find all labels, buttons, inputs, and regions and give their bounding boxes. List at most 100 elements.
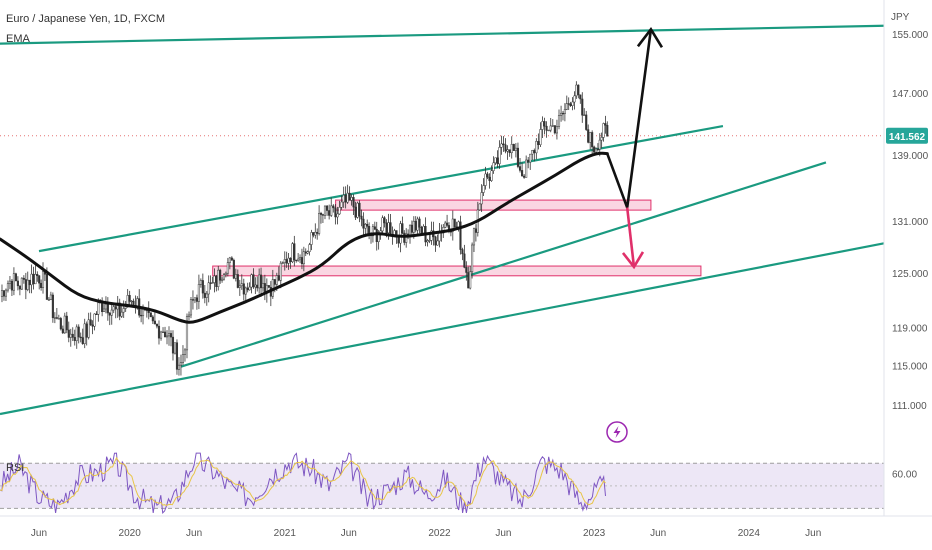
candle-body [604, 123, 607, 126]
candle-body [444, 222, 447, 228]
candle-body [224, 272, 227, 275]
candle-body [149, 312, 152, 318]
candle-body [312, 232, 315, 236]
candle-body [285, 259, 288, 264]
candle-body [171, 336, 175, 354]
trendline-1[interactable] [0, 24, 885, 45]
candle-body [120, 311, 123, 317]
candle-body [551, 125, 554, 127]
candle-body [191, 299, 195, 301]
candle-body [575, 84, 578, 97]
projection-down-arrow[interactable] [625, 207, 636, 268]
candle-body [122, 308, 125, 313]
candle-body [387, 222, 390, 234]
time-tick-label: 2023 [583, 528, 606, 539]
candle-body [523, 175, 526, 178]
candle-body [492, 162, 495, 171]
rsi-line[interactable] [0, 452, 606, 514]
candle-body [36, 274, 39, 276]
candle-body [217, 269, 220, 287]
ema-indicator-label[interactable]: EMA [6, 33, 31, 45]
candle-body [157, 325, 161, 339]
candle-body [20, 277, 23, 290]
support-zone-1[interactable] [335, 199, 652, 211]
candle-body [553, 125, 556, 134]
candle-body [600, 137, 603, 141]
candle-body [354, 206, 357, 218]
candle-body [297, 258, 300, 261]
rsi-label[interactable]: RSI [6, 462, 24, 474]
candle-body [228, 257, 231, 263]
rsi-pane[interactable] [0, 452, 884, 514]
time-scale[interactable]: Jun 2020 Jun 2021 Jun 2022 Jun 2023 Jun 2024 Jun [31, 528, 821, 539]
candle-body [323, 205, 327, 216]
candle-body [18, 285, 21, 290]
candle-body [385, 222, 388, 234]
candle-body [321, 214, 324, 216]
candle-body [494, 157, 497, 164]
candle-body [478, 203, 481, 211]
candle-body [362, 218, 365, 229]
candle-body [61, 328, 64, 334]
price-pane[interactable] [0, 24, 885, 416]
candle-body [383, 217, 386, 224]
candle-body [89, 319, 92, 326]
currency-label: JPY [891, 12, 910, 23]
candle-body [344, 194, 347, 203]
candle-body [364, 223, 367, 229]
ema-layer [0, 151, 609, 324]
candle-body [525, 159, 528, 178]
trendline-2[interactable] [38, 125, 724, 253]
candle-body [541, 121, 544, 130]
candle-body [79, 336, 82, 339]
candle-body [389, 222, 392, 235]
lightning-bolt-icon[interactable] [606, 421, 628, 443]
candle-body [175, 342, 179, 370]
candle-body [293, 243, 296, 261]
price-scale[interactable]: 111.000 115.000 119.000 125.000 131.000 139.0… [892, 30, 929, 481]
candle-body [500, 143, 503, 148]
projection-layer [606, 26, 664, 270]
trendline-3[interactable] [180, 161, 827, 368]
price-tick-label: 155.000 [892, 30, 929, 41]
candle-body [543, 121, 546, 127]
candle-body [342, 194, 345, 203]
candle-body [55, 317, 58, 319]
candle-body [340, 201, 343, 208]
support-zone-2[interactable] [212, 265, 702, 277]
candle-body [453, 218, 456, 228]
candle-body [318, 213, 321, 234]
candle-body [45, 274, 48, 300]
candle-body [401, 223, 404, 234]
trendline-4[interactable] [0, 242, 885, 416]
candle-body [302, 251, 305, 265]
candle-body [405, 233, 408, 243]
candle-body [195, 297, 198, 302]
candle-body [577, 84, 580, 96]
candle-body [151, 316, 154, 322]
trendlines-layer [0, 24, 885, 416]
candle-body [240, 283, 243, 287]
candle-body [221, 278, 224, 281]
candle-body [465, 267, 468, 273]
candle-body [516, 147, 520, 167]
candle-body [209, 282, 212, 284]
candle-body [356, 202, 359, 218]
candle-body [314, 231, 317, 236]
candle-body [273, 279, 276, 285]
ema-line[interactable] [0, 151, 609, 324]
candle-body [234, 274, 237, 279]
candle-body [567, 103, 570, 105]
candle-body [187, 314, 191, 317]
candle-body [414, 220, 417, 231]
candle-body [368, 226, 371, 235]
candle-body [300, 257, 303, 265]
candle-body [338, 207, 341, 215]
candle-body [360, 215, 363, 220]
price-tick-label: 131.000 [892, 217, 929, 228]
time-tick-label: Jun [186, 528, 202, 539]
candle-body [230, 257, 233, 261]
candle-body [434, 236, 437, 246]
candle-body [91, 324, 94, 327]
candle-body [215, 275, 218, 287]
